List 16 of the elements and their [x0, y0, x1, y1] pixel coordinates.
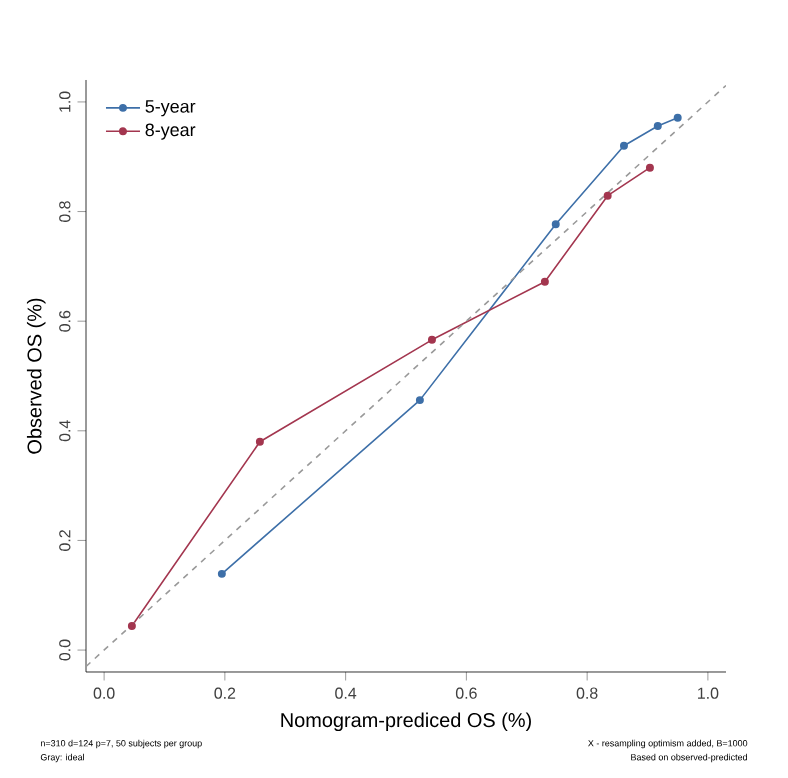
point — [645, 163, 654, 172]
legend-label: 8-year — [145, 123, 196, 140]
point — [415, 396, 424, 405]
point — [217, 569, 226, 578]
point — [540, 277, 549, 286]
point — [653, 122, 662, 131]
y-axis-title: Observed OS (%) — [26, 298, 46, 454]
legend-label: 5-year — [145, 100, 196, 117]
x-axis-title: Nomogram-prediced OS (%) — [281, 712, 531, 732]
point — [551, 220, 560, 229]
point — [127, 621, 136, 630]
point — [427, 335, 436, 344]
point — [603, 191, 612, 200]
point — [619, 141, 628, 150]
point — [255, 437, 264, 446]
point — [673, 113, 682, 122]
